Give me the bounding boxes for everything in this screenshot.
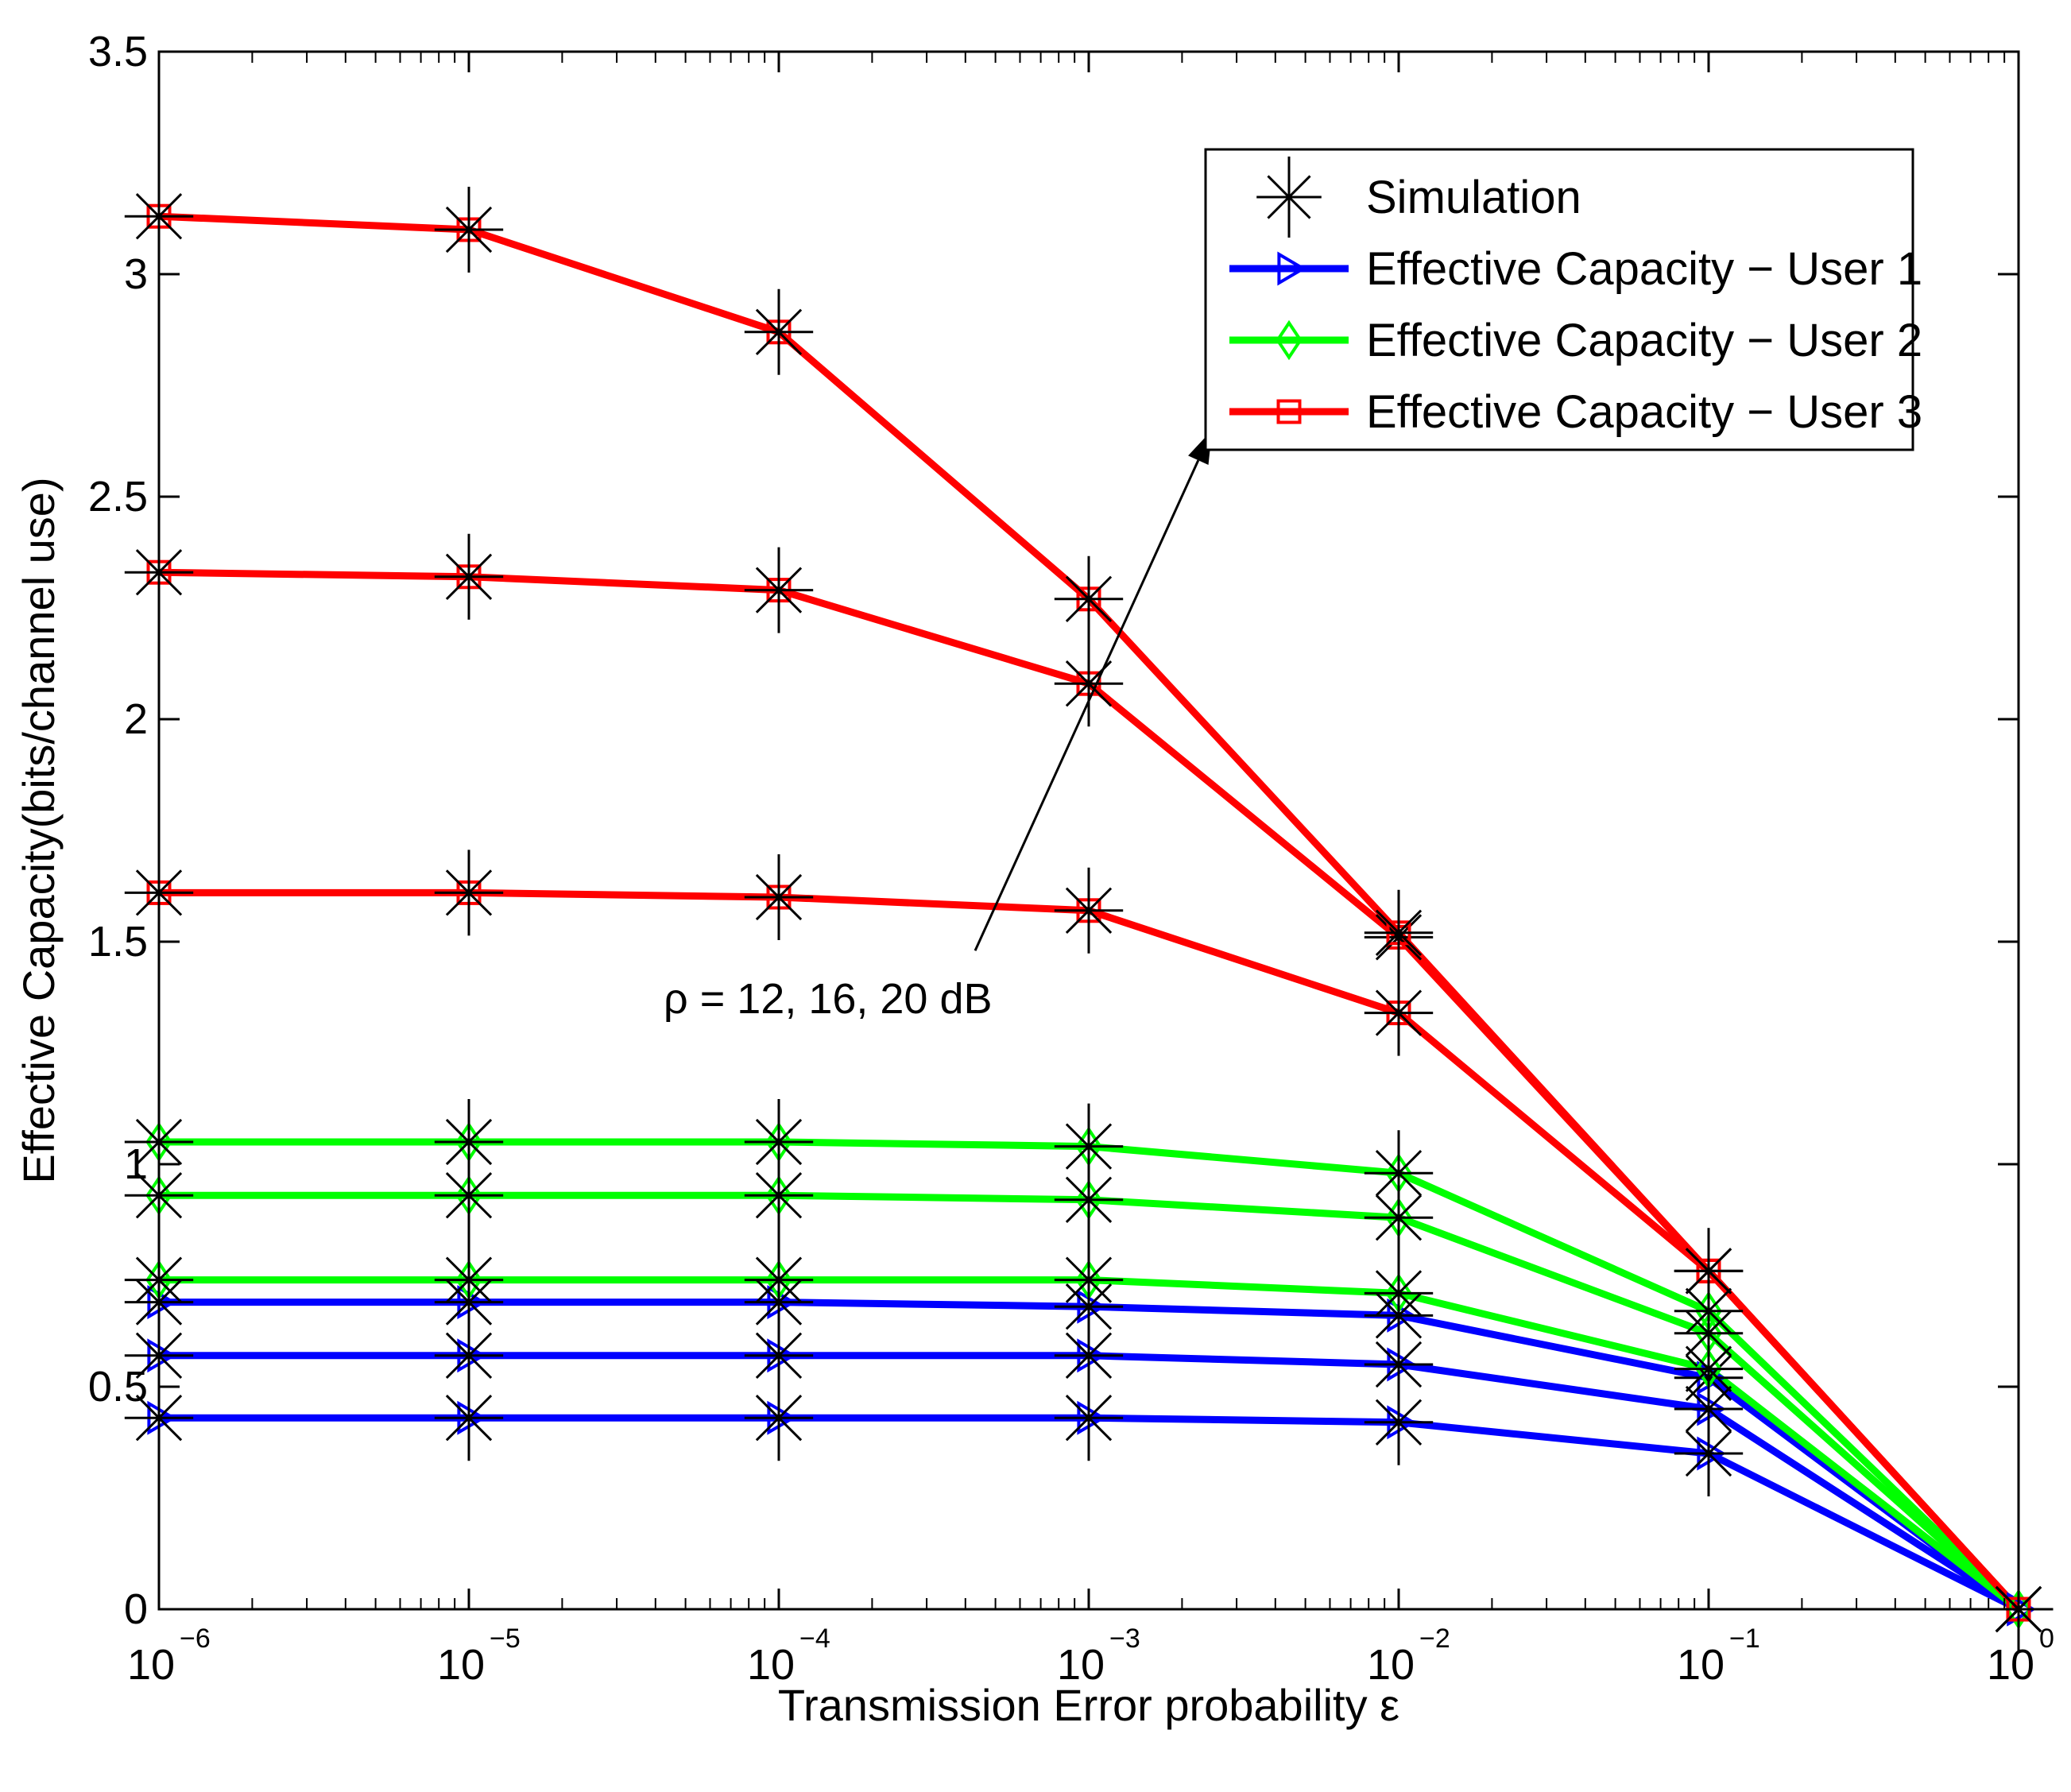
legend-entry: Effective Capacity − User 1 [1229, 243, 1922, 295]
x-tick-label-exponent: −1 [1729, 1624, 1760, 1654]
legend-label: Effective Capacity − User 3 [1366, 386, 1922, 438]
annotation: ρ = 12, 16, 20 dB [664, 430, 1213, 1023]
simulation-point [1674, 1228, 1744, 1314]
legend-box [1204, 148, 1914, 451]
legend-marker [1276, 399, 1302, 424]
legend-entry: Simulation [1256, 157, 1581, 238]
y-tick-label: 2.5 [88, 473, 148, 521]
simulation-point [1054, 555, 1124, 642]
y-tick-label: 3 [124, 250, 148, 298]
legend-entry: Effective Capacity − User 2 [1229, 315, 1922, 366]
x-tick-label-base: 10 [127, 1641, 175, 1689]
y-tick-label: 3.5 [88, 28, 148, 75]
simulation-point [434, 850, 504, 936]
x-tick-label-exponent: −3 [1109, 1624, 1140, 1654]
legend-label: Effective Capacity − User 1 [1366, 243, 1922, 295]
x-tick-label-exponent: 0 [2039, 1624, 2054, 1654]
y-axis-label: Effective Capacity(bits/channel use) [14, 477, 64, 1183]
x-axis-label: Transmission Error probability ε [778, 1680, 1399, 1730]
legend-entry: Effective Capacity − User 3 [1229, 386, 1922, 438]
x-tick-label-base: 10 [747, 1641, 795, 1689]
simulation-point [744, 288, 814, 375]
simulation-point [744, 854, 814, 940]
legend-marker [1256, 157, 1322, 238]
y-tick-label: 1.5 [88, 918, 148, 966]
simulation-point [1054, 1237, 1124, 1323]
simulation-point [744, 1099, 814, 1185]
legend-label: Effective Capacity − User 2 [1366, 315, 1922, 366]
x-tick-label-exponent: −2 [1419, 1624, 1450, 1654]
x-tick-label-base: 10 [1987, 1641, 2034, 1689]
x-tick-label-base: 10 [437, 1641, 485, 1689]
simulation-point [434, 1237, 504, 1323]
x-tick-label-exponent: −4 [799, 1624, 830, 1654]
simulation-point [1364, 970, 1434, 1056]
x-tick-label-base: 10 [1367, 1641, 1415, 1689]
ticks-layer [157, 50, 2020, 1611]
simulation-point [434, 1312, 504, 1399]
simulation-point [1364, 1250, 1434, 1337]
x-tick-label-exponent: −5 [490, 1624, 521, 1654]
legend: Simulation Effective Capacity − User 1 Eff… [1204, 148, 1922, 451]
legend-label: Simulation [1366, 172, 1581, 223]
legend-items: Simulation Effective Capacity − User 1 Eff… [1229, 157, 1922, 438]
tick-labels-layer: 10−610−510−410−310−210−110000.511.522.53… [88, 28, 2054, 1689]
simulation-point [434, 187, 504, 273]
simulation-point [434, 533, 504, 620]
legend-marker [1277, 251, 1306, 286]
annotation-text: ρ = 12, 16, 20 dB [664, 975, 993, 1023]
y-tick-label: 2 [124, 695, 148, 743]
simulation-point [434, 1099, 504, 1185]
simulation-point [1054, 867, 1124, 954]
x-tick-label-base: 10 [1677, 1641, 1725, 1689]
y-tick-label: 1 [124, 1140, 148, 1188]
simulation-point [1364, 889, 1434, 976]
simulation-point [744, 1237, 814, 1323]
y-tick-label: 0.5 [88, 1363, 148, 1411]
annotation-arrow-line [974, 459, 1200, 951]
legend-marker [1276, 319, 1303, 361]
x-tick-label-exponent: −6 [180, 1624, 211, 1654]
x-tick-label-base: 10 [1057, 1641, 1105, 1689]
simulation-point [1054, 1103, 1124, 1190]
simulation-point [1364, 1130, 1434, 1217]
simulation-point [744, 547, 814, 633]
y-tick-label: 0 [124, 1585, 148, 1633]
